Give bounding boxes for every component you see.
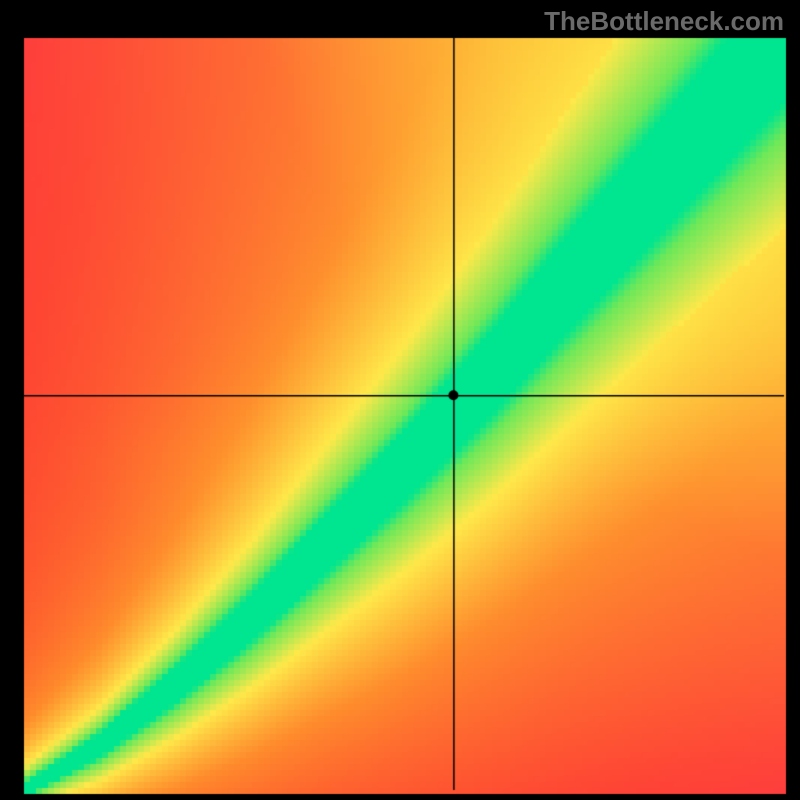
heatmap-canvas [0, 0, 800, 800]
chart-container: TheBottleneck.com [0, 0, 800, 800]
watermark-text: TheBottleneck.com [544, 6, 784, 37]
